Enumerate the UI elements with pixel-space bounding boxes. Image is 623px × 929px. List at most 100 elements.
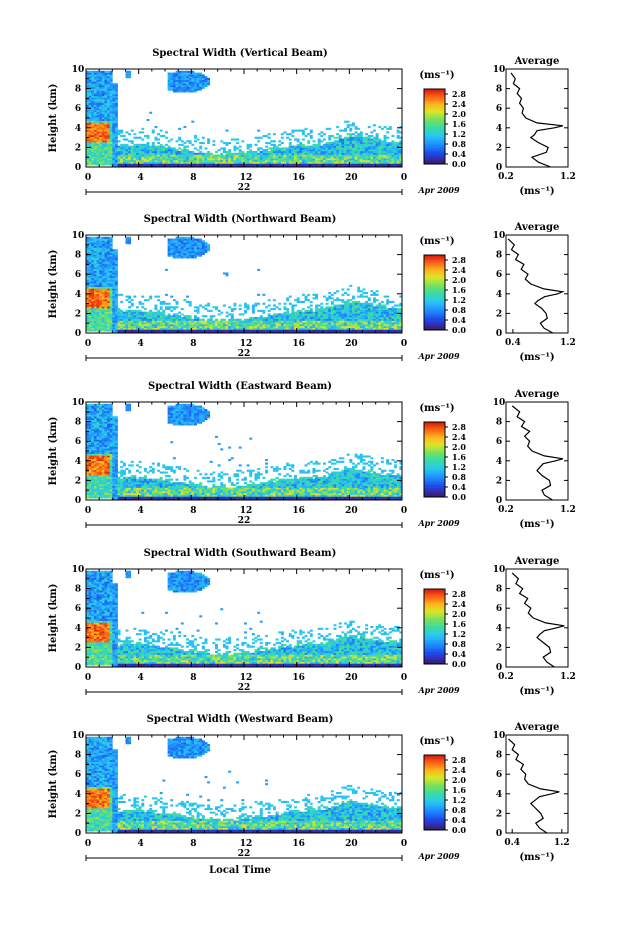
- heatmap-cell: [391, 134, 395, 138]
- heatmap-cell: [199, 254, 203, 257]
- heatmap-cell: [91, 86, 95, 89]
- heatmap-cell: [344, 120, 347, 123]
- heatmap-cell: [101, 318, 105, 321]
- heatmap-cell: [254, 331, 258, 334]
- heatmap-cell: [88, 147, 92, 150]
- heatmap-cell: [375, 147, 379, 150]
- heatmap-cell: [172, 243, 176, 246]
- heatmap-cell: [241, 161, 245, 164]
- heatmap-cell: [357, 150, 361, 154]
- heatmap-cell: [399, 327, 403, 330]
- heatmap-cell: [328, 158, 332, 161]
- heatmap-cell: [359, 315, 363, 318]
- heatmap-cell: [138, 327, 142, 330]
- heatmap-cell: [338, 165, 342, 168]
- heatmap-cell: [370, 145, 374, 148]
- heatmap-cell: [178, 79, 182, 82]
- heatmap-cell: [357, 134, 361, 138]
- heatmap-cell: [370, 318, 374, 321]
- heatmap-cell: [215, 165, 218, 168]
- heatmap-cell: [296, 316, 300, 320]
- heatmap-cell: [167, 318, 171, 321]
- heatmap-cell: [96, 236, 100, 239]
- heatmap-cell: [112, 270, 116, 273]
- heatmap-cell: [109, 124, 113, 127]
- heatmap-cell: [236, 325, 240, 328]
- heatmap-cell: [96, 117, 100, 120]
- colorbar-step: [424, 292, 445, 295]
- heatmap-cell: [167, 77, 171, 80]
- heatmap-cell: [341, 329, 345, 332]
- heatmap-cell: [299, 325, 303, 328]
- heatmap-cell: [383, 136, 387, 139]
- heatmap-cell: [93, 238, 97, 241]
- heatmap-cell: [244, 152, 247, 155]
- heatmap-cell: [399, 318, 403, 321]
- heatmap-cell: [191, 245, 195, 248]
- heatmap-cell: [86, 138, 89, 141]
- heatmap-cell: [104, 113, 108, 116]
- heatmap-cell: [323, 150, 326, 154]
- heatmap-cell: [112, 99, 116, 102]
- heatmap-cell: [296, 311, 300, 314]
- heatmap-cell: [114, 115, 118, 118]
- y-tick-label: 6: [75, 104, 81, 114]
- heatmap-cell: [109, 292, 113, 295]
- heatmap-cell: [136, 145, 139, 148]
- heatmap-cell: [114, 290, 118, 293]
- heatmap-cell: [125, 165, 129, 168]
- heatmap-cell: [230, 158, 234, 161]
- heatmap-cell: [114, 318, 118, 321]
- heatmap-cell: [262, 165, 266, 168]
- heatmap-cell: [193, 325, 197, 328]
- heatmap-cell: [333, 161, 337, 164]
- heatmap-cell: [341, 324, 345, 327]
- heatmap-cell: [278, 313, 282, 316]
- heatmap-cell: [246, 331, 250, 334]
- heatmap-cell: [109, 90, 113, 93]
- heatmap-cell: [304, 159, 308, 162]
- heatmap-cell: [96, 251, 100, 254]
- heatmap-cell: [104, 127, 108, 130]
- heatmap-cell: [328, 143, 332, 146]
- heatmap-cell: [196, 240, 200, 243]
- heatmap-cell: [91, 277, 95, 280]
- heatmap-cell: [391, 309, 395, 312]
- heatmap-cell: [201, 242, 205, 245]
- heatmap-cell: [296, 297, 300, 300]
- heatmap-cell: [241, 165, 245, 168]
- heatmap-cell: [351, 136, 355, 139]
- heatmap-cell: [138, 158, 142, 161]
- heatmap-cell: [101, 138, 105, 141]
- heatmap-cell: [378, 149, 382, 152]
- heatmap-cell: [86, 106, 89, 109]
- heatmap-cell: [117, 159, 121, 162]
- heatmap-cell: [170, 252, 174, 255]
- heatmap-cell: [172, 81, 176, 84]
- heatmap-cell: [191, 152, 195, 155]
- heatmap-cell: [299, 129, 303, 132]
- heatmap-cell: [114, 122, 118, 125]
- heatmap-cell: [96, 149, 100, 152]
- heatmap-cell: [99, 109, 103, 113]
- heatmap-cell: [299, 156, 303, 159]
- heatmap-cell: [357, 286, 361, 289]
- heatmap-cell: [96, 261, 100, 264]
- heatmap-cell: [122, 147, 126, 150]
- heatmap-cell: [267, 161, 271, 164]
- heatmap-cell: [396, 158, 400, 161]
- heatmap-cell: [225, 274, 229, 277]
- heatmap-cell: [183, 299, 187, 302]
- colorbar-step: [424, 94, 445, 97]
- heatmap-cell: [107, 309, 110, 312]
- heatmap-cell: [262, 320, 266, 323]
- heatmap-cell: [262, 322, 266, 325]
- heatmap-cell: [286, 159, 290, 162]
- heatmap-cell: [99, 152, 103, 155]
- heatmap-cell: [107, 261, 110, 264]
- heatmap-cell: [88, 256, 92, 259]
- heatmap-cell: [188, 76, 192, 79]
- heatmap-cell: [265, 165, 268, 168]
- heatmap-cell: [104, 267, 108, 270]
- heatmap-cell: [391, 313, 395, 316]
